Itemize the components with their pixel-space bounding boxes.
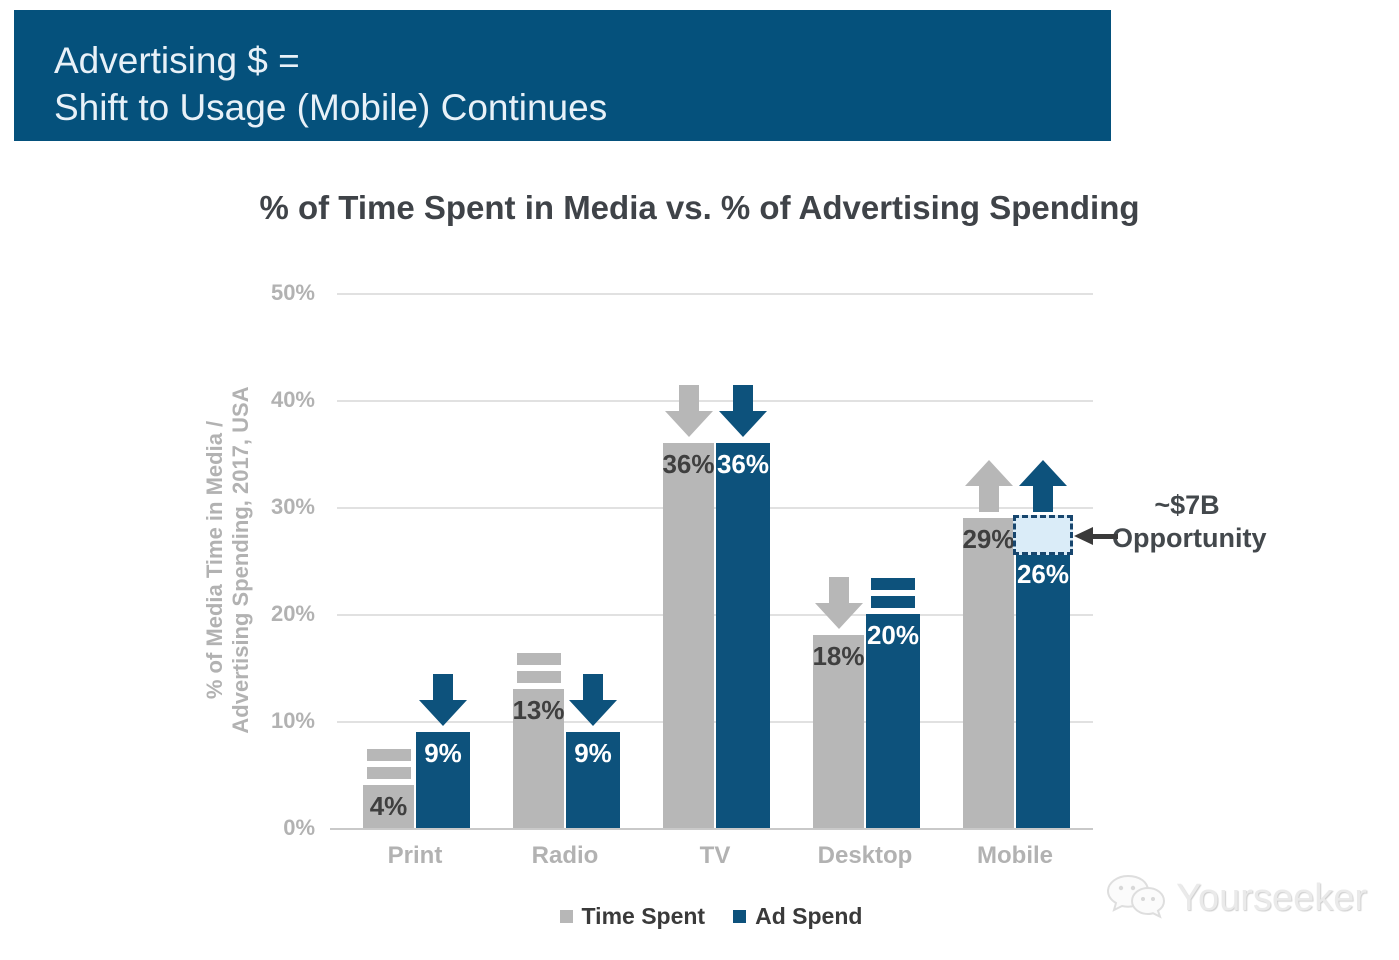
y-tick-label: 10% bbox=[270, 708, 315, 733]
opportunity-value: ~$7B bbox=[1154, 490, 1220, 520]
bar-mobile-ad-spend bbox=[1016, 549, 1070, 828]
watermark-text: Yourseeker bbox=[1176, 876, 1367, 919]
gridline bbox=[337, 507, 1093, 509]
value-label-tv-time-spent: 36% bbox=[662, 448, 715, 479]
trend-down-icon-radio-ad-spend bbox=[569, 673, 617, 726]
opportunity-gap-box bbox=[1013, 514, 1073, 555]
bar-tv-ad-spend bbox=[716, 442, 770, 828]
trend-equal-icon-radio-time-spent bbox=[516, 652, 561, 683]
trend-down-icon-desktop-time-spent bbox=[814, 577, 863, 630]
opportunity-label: Opportunity bbox=[1112, 523, 1267, 553]
trend-equal-icon-desktop-ad-spend bbox=[871, 578, 915, 608]
trend-up-icon-mobile-ad-spend bbox=[1019, 459, 1067, 512]
y-tick-label: 40% bbox=[270, 387, 315, 412]
legend-item-time-spent: Time Spent bbox=[559, 903, 706, 930]
bar-print-time-spent bbox=[363, 785, 414, 828]
x-category-label-radio: Radio bbox=[531, 842, 599, 869]
wechat-logo-icon bbox=[1107, 874, 1166, 919]
bar-desktop-time-spent bbox=[813, 635, 864, 828]
slide-title-line2: Shift to Usage (Mobile) Continues bbox=[54, 87, 608, 128]
value-label-desktop-time-spent: 18% bbox=[812, 641, 865, 672]
chart-title: % of Time Spent in Media vs. % of Advert… bbox=[259, 189, 1140, 226]
bar-desktop-ad-spend bbox=[866, 614, 920, 828]
legend-swatch-ad-spend bbox=[733, 910, 747, 923]
chart-legend: Time Spent Ad Spend bbox=[330, 903, 1092, 930]
trend-up-icon-mobile-time-spent bbox=[964, 459, 1013, 512]
gridline bbox=[337, 293, 1093, 295]
trend-equal-icon-print-time-spent bbox=[366, 749, 411, 780]
trend-down-icon-print-ad-spend bbox=[419, 673, 467, 726]
value-label-mobile-time-spent: 29% bbox=[962, 523, 1015, 554]
value-label-tv-ad-spend: 36% bbox=[716, 448, 770, 479]
y-tick-label: 0% bbox=[283, 815, 315, 840]
opportunity-arrow-line bbox=[1092, 534, 1118, 539]
x-axis-line bbox=[330, 828, 1093, 830]
y-tick-label: 20% bbox=[270, 601, 315, 626]
legend-swatch-time-spent bbox=[559, 910, 573, 923]
slide-title-line1: Advertising $ = bbox=[54, 40, 300, 81]
legend-label: Time Spent bbox=[581, 903, 706, 929]
bar-print-ad-spend bbox=[416, 731, 470, 828]
slide-title-banner: Advertising $ = Shift to Usage (Mobile) … bbox=[14, 10, 1111, 141]
value-label-mobile-ad-spend: 26% bbox=[1016, 558, 1070, 589]
x-category-label-desktop: Desktop bbox=[817, 842, 913, 869]
gridline bbox=[337, 400, 1093, 402]
value-label-radio-time-spent: 13% bbox=[512, 694, 565, 725]
legend-label: Ad Spend bbox=[755, 903, 863, 929]
bar-mobile-time-spent bbox=[963, 517, 1014, 828]
value-label-radio-ad-spend: 9% bbox=[574, 737, 612, 768]
trend-down-icon-tv-time-spent bbox=[664, 384, 713, 437]
legend-item-ad-spend: Ad Spend bbox=[733, 903, 862, 930]
value-label-print-ad-spend: 9% bbox=[424, 737, 462, 768]
x-category-label-tv: TV bbox=[699, 842, 731, 869]
opportunity-annotation: ~$7B Opportunity bbox=[1112, 489, 1267, 555]
y-tick-label: 50% bbox=[270, 280, 315, 305]
bar-tv-time-spent bbox=[663, 442, 714, 828]
value-label-desktop-ad-spend: 20% bbox=[866, 620, 920, 650]
gridline bbox=[337, 614, 1093, 616]
gridline bbox=[337, 721, 1093, 723]
trend-down-icon-tv-ad-spend bbox=[719, 384, 767, 437]
watermark: Yourseeker bbox=[1104, 872, 1367, 924]
x-category-label-mobile: Mobile bbox=[977, 842, 1053, 869]
value-label-print-time-spent: 4% bbox=[369, 791, 408, 822]
bar-radio-ad-spend bbox=[566, 731, 620, 828]
x-category-label-print: Print bbox=[387, 842, 443, 869]
bar-radio-time-spent bbox=[513, 688, 564, 828]
y-tick-label: 30% bbox=[270, 494, 315, 519]
opportunity-arrow-icon bbox=[1074, 527, 1093, 545]
